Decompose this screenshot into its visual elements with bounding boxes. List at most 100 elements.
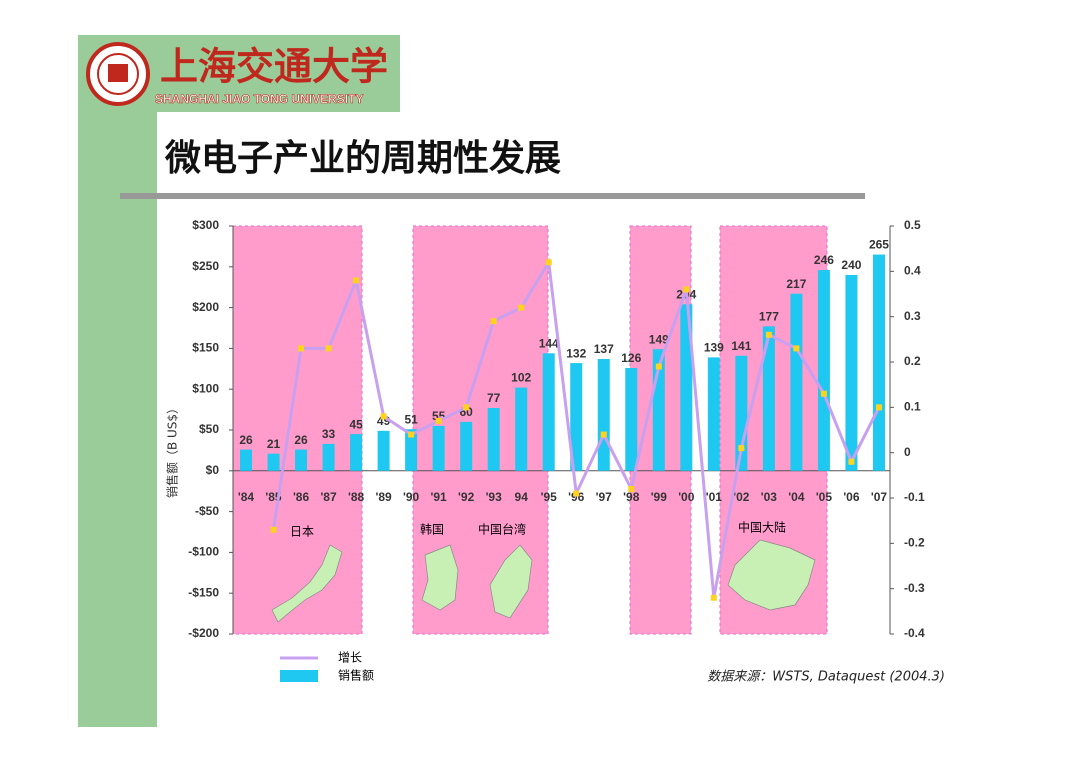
x-tick-label: '87	[320, 490, 337, 504]
legend-label: 增长	[338, 651, 362, 665]
y2-tick-label: 0.3	[904, 309, 921, 323]
line-marker	[848, 458, 855, 465]
y2-tick-label: -0.1	[904, 490, 925, 504]
y2-tick-label: -0.4	[904, 626, 925, 640]
y2-tick-label: -0.3	[904, 581, 925, 595]
data-label: 240	[841, 258, 861, 272]
bar	[845, 274, 858, 471]
y2-tick-label: 0.2	[904, 354, 921, 368]
y-tick-label: -$100	[188, 545, 219, 559]
bar	[570, 363, 583, 471]
logo-center	[108, 64, 128, 82]
x-tick-label: '05	[816, 490, 833, 504]
line-marker	[270, 526, 277, 533]
bar	[487, 407, 500, 471]
data-label: 139	[704, 341, 724, 355]
bar	[350, 434, 363, 471]
bar	[625, 367, 638, 471]
line-marker	[518, 304, 525, 311]
bar	[322, 443, 335, 471]
y-tick-label: $150	[192, 341, 219, 355]
bar	[460, 421, 473, 471]
line-marker	[545, 259, 552, 266]
line-marker	[710, 594, 717, 601]
annotation: 韩国	[420, 522, 444, 537]
data-label: 265	[869, 238, 889, 252]
line-marker	[463, 404, 470, 411]
line-marker	[353, 277, 360, 284]
x-tick-label: '89	[375, 490, 392, 504]
x-tick-label: '90	[403, 490, 420, 504]
x-tick-label: '06	[843, 490, 860, 504]
data-label: 217	[786, 277, 806, 291]
line-marker	[765, 331, 772, 338]
y-tick-label: $300	[192, 218, 219, 232]
region-shade	[232, 225, 363, 635]
annotation: 中国台湾	[478, 522, 526, 537]
line-marker	[325, 345, 332, 352]
bar	[542, 353, 555, 471]
university-name-en: SHANGHAI JIAO TONG UNIVERSITY	[155, 92, 363, 106]
bar	[680, 304, 693, 471]
x-tick-label: '00	[678, 490, 695, 504]
line-marker	[600, 431, 607, 438]
line-marker	[820, 390, 827, 397]
data-label: 26	[294, 433, 308, 447]
data-label: 149	[649, 332, 669, 346]
y-tick-label: -$200	[188, 626, 219, 640]
annotation: 日本	[290, 525, 314, 539]
y-tick-label: -$150	[188, 585, 219, 599]
data-label: 26	[239, 433, 253, 447]
line-marker	[298, 345, 305, 352]
data-label: 33	[322, 427, 336, 441]
legend-label: 销售额	[338, 668, 374, 683]
line-marker	[655, 363, 662, 370]
bar	[377, 430, 390, 471]
y2-tick-label: 0	[904, 445, 911, 459]
line-marker	[380, 413, 387, 420]
data-label: 137	[594, 342, 614, 356]
y2-tick-label: 0.4	[904, 264, 921, 278]
x-tick-label: '99	[651, 490, 668, 504]
source: 数据来源：WSTS, Dataquest (2004.3)	[707, 670, 945, 685]
y-tick-label: -$50	[195, 504, 219, 518]
x-tick-label: '07	[871, 490, 888, 504]
data-label: 45	[349, 417, 363, 431]
data-label: 126	[621, 351, 641, 365]
y-axis-title: 销售额（B US$）	[165, 402, 180, 498]
line-marker	[793, 345, 800, 352]
y-tick-label: $200	[192, 300, 219, 314]
x-tick-label: '02	[733, 490, 750, 504]
line-marker	[683, 286, 690, 293]
y2-tick-label: -0.2	[904, 536, 925, 550]
y-tick-label: $100	[192, 381, 219, 395]
bar	[267, 453, 280, 471]
data-label: 177	[759, 310, 779, 324]
bar	[432, 425, 445, 471]
data-label: 51	[404, 412, 418, 426]
bar	[790, 293, 803, 471]
title-rule	[120, 193, 865, 199]
bar	[762, 326, 775, 471]
y2-tick-label: 0.5	[904, 218, 921, 232]
data-label: 144	[539, 336, 559, 350]
maps	[271, 539, 816, 623]
data-label: 102	[511, 371, 531, 385]
x-tick-label: '01	[706, 490, 723, 504]
line-marker	[875, 404, 882, 411]
legend-swatch	[280, 670, 318, 682]
line-marker	[738, 445, 745, 452]
y2-tick-label: 0.1	[904, 400, 921, 414]
bar	[405, 429, 418, 471]
data-label: 246	[814, 253, 834, 267]
university-name: 上海交通大学	[160, 44, 388, 89]
line-marker	[435, 417, 442, 424]
y-tick-label: $250	[192, 259, 219, 273]
logo-ring	[97, 53, 139, 95]
map-taiwan	[489, 544, 533, 619]
x-tick-label: '91	[431, 490, 448, 504]
x-tick-label: '98	[623, 490, 640, 504]
data-label: 21	[267, 437, 281, 451]
data-label: 77	[487, 391, 501, 405]
